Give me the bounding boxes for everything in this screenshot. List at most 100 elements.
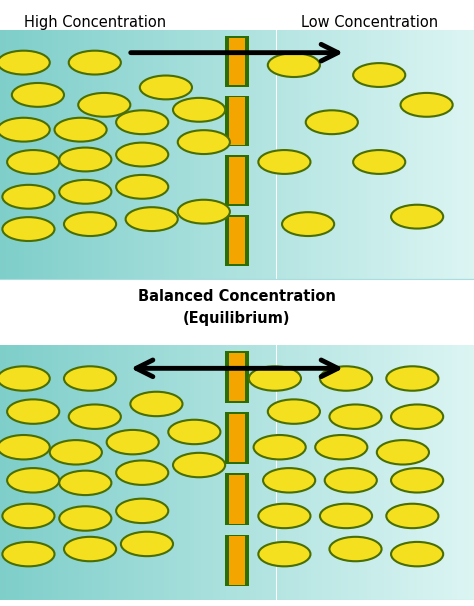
Bar — [217, 30, 218, 279]
Bar — [109, 345, 110, 600]
Bar — [327, 30, 328, 279]
Bar — [127, 30, 128, 279]
Bar — [49, 30, 51, 279]
Bar — [205, 30, 207, 279]
Bar — [158, 345, 160, 600]
Bar — [238, 345, 240, 600]
Bar — [420, 30, 422, 279]
Bar — [439, 30, 441, 279]
Bar — [461, 30, 463, 279]
Ellipse shape — [0, 118, 50, 142]
Bar — [137, 30, 139, 279]
Bar — [452, 30, 454, 279]
Bar — [333, 30, 335, 279]
Bar — [442, 30, 444, 279]
Bar — [226, 351, 248, 403]
Bar — [326, 345, 327, 600]
Bar — [465, 345, 466, 600]
Bar — [262, 30, 264, 279]
Bar — [272, 30, 273, 279]
Bar — [441, 345, 442, 600]
Bar — [450, 30, 452, 279]
Bar — [248, 30, 250, 279]
Bar — [307, 30, 308, 279]
Bar — [81, 345, 82, 600]
Bar — [473, 345, 474, 600]
Bar — [27, 30, 28, 279]
Bar — [303, 345, 305, 600]
Bar — [70, 30, 71, 279]
Bar — [245, 345, 246, 600]
Bar — [8, 345, 9, 600]
Bar — [106, 345, 108, 600]
Bar — [14, 345, 16, 600]
Bar — [310, 30, 311, 279]
Bar — [404, 345, 406, 600]
Bar — [347, 30, 349, 279]
Bar — [458, 345, 460, 600]
Bar — [422, 30, 423, 279]
Bar — [374, 30, 376, 279]
Bar — [354, 30, 356, 279]
Bar — [164, 30, 166, 279]
Bar — [205, 345, 207, 600]
Bar — [276, 345, 278, 600]
Bar — [387, 30, 389, 279]
Bar — [332, 345, 333, 600]
Bar — [398, 30, 400, 279]
Bar — [156, 345, 158, 600]
Bar — [166, 30, 167, 279]
Bar — [13, 345, 14, 600]
Bar — [395, 345, 397, 600]
Bar — [257, 30, 259, 279]
Ellipse shape — [116, 499, 168, 523]
Ellipse shape — [107, 430, 159, 454]
Bar — [359, 30, 360, 279]
Bar — [259, 30, 261, 279]
Bar — [236, 30, 237, 279]
Bar — [376, 30, 378, 279]
Bar — [352, 345, 354, 600]
Bar — [139, 30, 141, 279]
Bar — [199, 30, 201, 279]
Bar — [400, 345, 401, 600]
Bar — [300, 30, 302, 279]
Ellipse shape — [78, 93, 130, 117]
Bar — [63, 30, 65, 279]
Bar — [226, 30, 228, 279]
Bar — [117, 345, 118, 600]
Bar — [269, 345, 270, 600]
Bar — [284, 30, 286, 279]
Bar — [289, 30, 291, 279]
Bar — [308, 30, 310, 279]
Bar — [160, 345, 161, 600]
Bar — [337, 345, 338, 600]
Bar — [461, 345, 463, 600]
Bar — [365, 30, 366, 279]
Bar — [411, 30, 412, 279]
Bar — [213, 30, 215, 279]
Bar — [385, 345, 387, 600]
Bar — [316, 345, 318, 600]
Bar — [18, 30, 19, 279]
Bar — [397, 345, 398, 600]
Bar — [96, 30, 98, 279]
Ellipse shape — [64, 537, 116, 561]
Bar — [9, 345, 11, 600]
Bar — [77, 30, 79, 279]
Bar — [77, 345, 79, 600]
Ellipse shape — [50, 440, 102, 465]
Bar — [204, 345, 205, 600]
Bar — [455, 30, 456, 279]
Bar — [330, 30, 332, 279]
Bar — [297, 345, 299, 600]
Bar — [406, 30, 408, 279]
Bar — [141, 345, 142, 600]
Bar — [276, 30, 278, 279]
Bar — [213, 345, 215, 600]
Bar — [79, 30, 81, 279]
Bar — [24, 345, 25, 600]
Bar — [226, 96, 248, 146]
Ellipse shape — [7, 150, 59, 174]
Bar — [446, 345, 447, 600]
